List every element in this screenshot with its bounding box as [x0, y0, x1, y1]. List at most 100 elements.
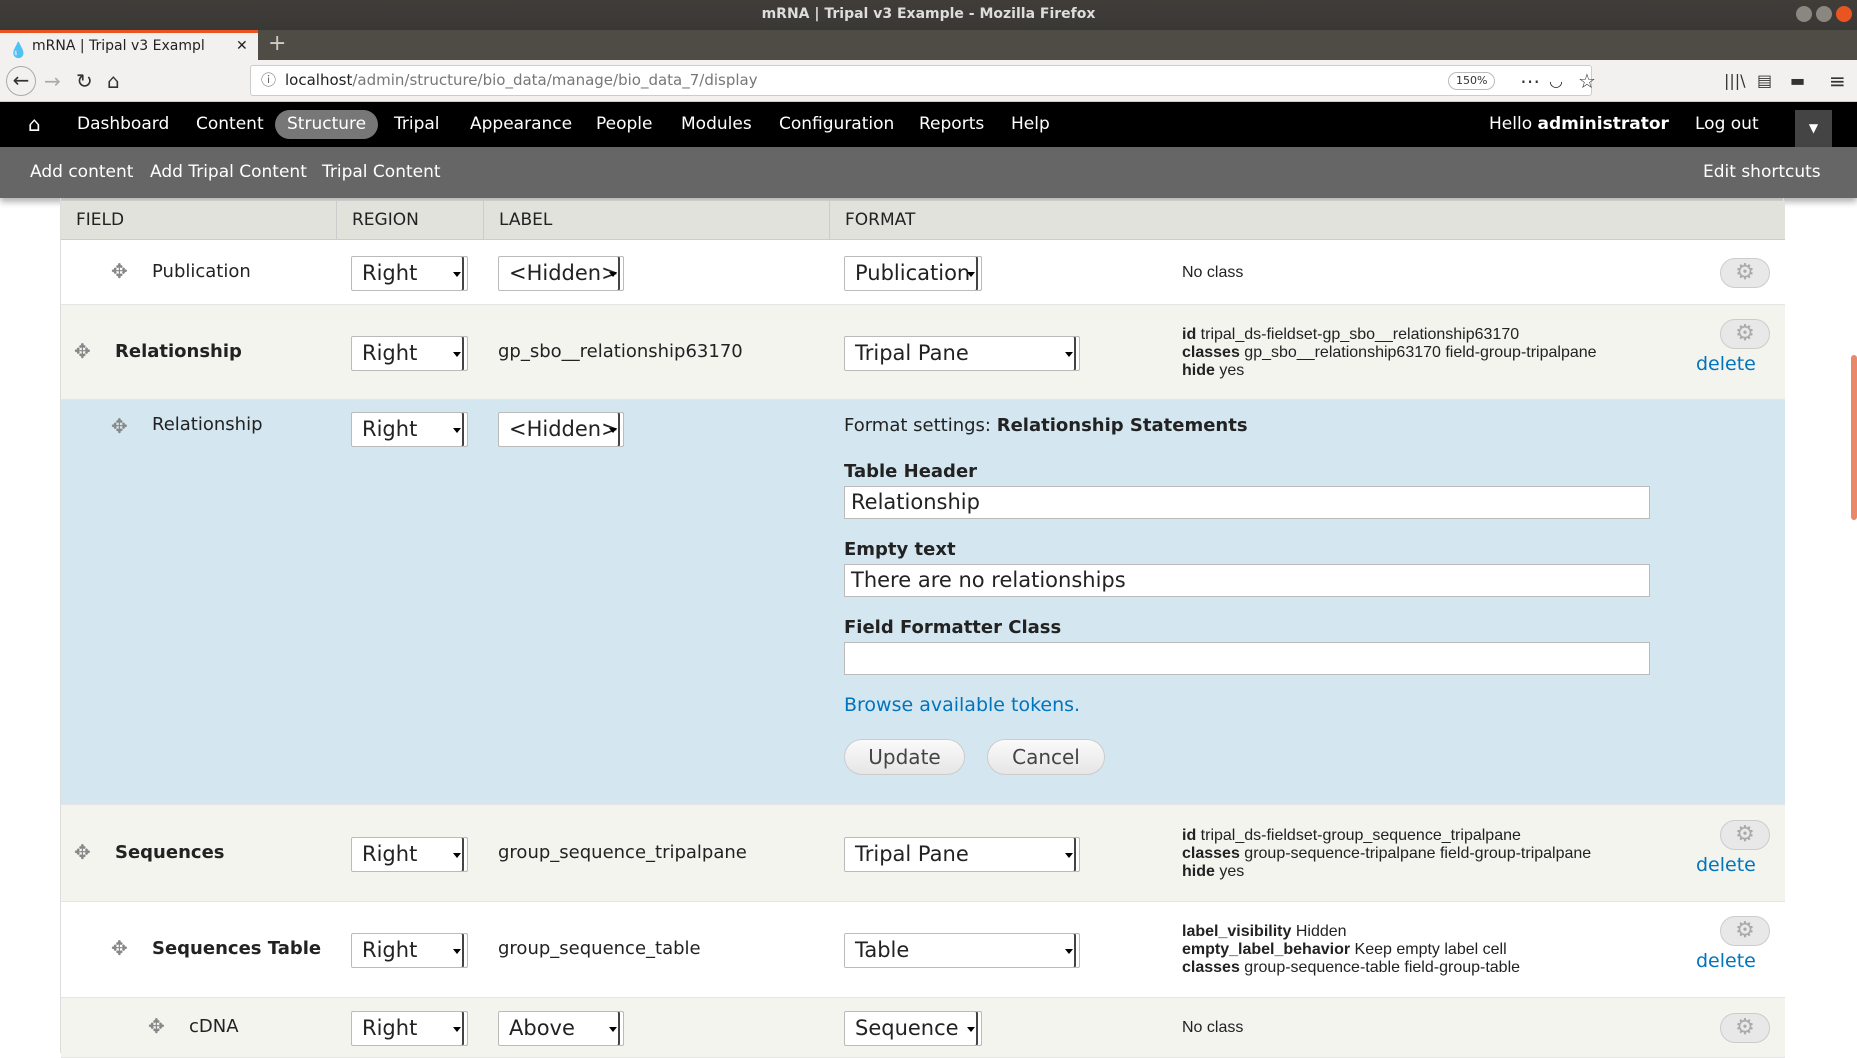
menu-appearance[interactable]: Appearance [470, 114, 573, 134]
label-select[interactable]: Above [498, 1011, 624, 1046]
sidebar-icon[interactable]: ▤ [1757, 71, 1773, 90]
toggle-shortcuts-button[interactable]: ▼ [1795, 110, 1832, 147]
shortcut-add-content[interactable]: Add content [30, 162, 134, 182]
menu-people[interactable]: People [596, 114, 653, 134]
menu-modules[interactable]: Modules [681, 114, 752, 134]
field-name: Relationship [115, 341, 242, 362]
summary-key: classes [1182, 344, 1240, 361]
table-header-input[interactable]: Relationship [844, 486, 1650, 519]
browser-tab[interactable]: 💧 mRNA | Tripal v3 Exampl ✕ [0, 30, 258, 60]
home-button[interactable]: ⌂ [107, 69, 120, 93]
window-titlebar: mRNA | Tripal v3 Example - Mozilla Firef… [0, 0, 1857, 30]
summary-line: No class [1182, 1019, 1243, 1037]
format-summary: No class [1182, 264, 1243, 282]
browse-tokens-link[interactable]: Browse available tokens. [844, 694, 1081, 716]
new-tab-button[interactable]: + [268, 31, 287, 56]
empty-text-input[interactable]: There are no relationships [844, 564, 1650, 597]
update-button[interactable]: Update [844, 739, 965, 775]
format-settings-prefix: Format settings: [844, 415, 991, 436]
format-select[interactable]: Tripal Pane [844, 837, 1080, 872]
format-select[interactable]: Sequence [844, 1011, 982, 1046]
label-select[interactable]: <Hidden> [498, 412, 624, 447]
library-icon[interactable]: |||\ [1724, 71, 1746, 90]
drag-handle-icon[interactable]: ✥ [111, 414, 128, 438]
cancel-button[interactable]: Cancel [987, 739, 1105, 775]
close-tab-icon[interactable]: ✕ [236, 38, 248, 54]
summary-line: id tripal_ds-fieldset-gp_sbo__relationsh… [1182, 326, 1597, 344]
region-select[interactable]: Right [351, 256, 468, 291]
summary-value: yes [1219, 362, 1245, 379]
page-scrollbar[interactable] [1851, 355, 1857, 520]
field-name: Sequences [115, 842, 225, 863]
menu-content[interactable]: Content [196, 114, 264, 134]
summary-line: id tripal_ds-fieldset-group_sequence_tri… [1182, 827, 1591, 845]
summary-line: classes gp_sbo__relationship63170 field-… [1182, 344, 1597, 362]
field-edit-row: ✥ Relationship Right <Hidden> Format set… [61, 400, 1785, 805]
page-actions-icon[interactable]: ⋯ [1520, 69, 1540, 93]
format-summary: label_visibility Hidden empty_label_behav… [1182, 923, 1520, 977]
delete-link[interactable]: delete [1696, 353, 1756, 375]
gear-settings-button[interactable]: ⚙ [1720, 916, 1770, 946]
url-bar[interactable]: ⓘ localhost/admin/structure/bio_data/man… [250, 65, 1592, 96]
region-select[interactable]: Right [351, 933, 468, 968]
format-select[interactable]: Table [844, 933, 1080, 968]
summary-key: id [1182, 827, 1197, 844]
drag-handle-icon[interactable]: ✥ [74, 840, 91, 864]
region-select[interactable]: Right [351, 837, 468, 872]
menu-dashboard[interactable]: Dashboard [77, 114, 170, 134]
bookmark-star-icon[interactable]: ☆ [1578, 69, 1596, 93]
edit-shortcuts-link[interactable]: Edit shortcuts [1703, 162, 1821, 182]
home-icon[interactable]: ⌂ [28, 112, 41, 136]
summary-key: hide [1182, 362, 1215, 379]
drag-handle-icon[interactable]: ✥ [74, 339, 91, 363]
tab-strip [0, 30, 1857, 60]
summary-line: No class [1182, 264, 1243, 282]
header-label: Label [484, 201, 830, 240]
menu-icon[interactable]: ≡ [1829, 69, 1846, 93]
menu-structure[interactable]: Structure [275, 110, 379, 139]
drag-handle-icon[interactable]: ✥ [148, 1014, 165, 1038]
drag-handle-icon[interactable]: ✥ [111, 936, 128, 960]
format-select[interactable]: Publication [844, 256, 982, 291]
extension-icon[interactable]: ▬ [1790, 71, 1806, 90]
table-header-label: Table Header [844, 461, 978, 482]
minimize-button[interactable] [1796, 6, 1812, 22]
zoom-level-button[interactable]: 150% [1448, 72, 1496, 90]
pocket-icon[interactable]: ◡ [1549, 71, 1563, 90]
region-select[interactable]: Right [351, 412, 468, 447]
menu-tripal[interactable]: Tripal [394, 114, 440, 134]
drag-handle-icon[interactable]: ✥ [111, 259, 128, 283]
label-text: group_sequence_tripalpane [498, 842, 747, 863]
region-select[interactable]: Right [351, 1011, 468, 1046]
summary-key: id [1182, 326, 1197, 343]
shortcut-add-tripal-content[interactable]: Add Tripal Content [150, 162, 307, 182]
back-button[interactable]: ← [6, 66, 36, 96]
menu-reports[interactable]: Reports [919, 114, 985, 134]
gear-settings-button[interactable]: ⚙ [1720, 1013, 1770, 1043]
user-greeting: Hello administrator [1489, 102, 1669, 147]
reload-button[interactable]: ↻ [76, 69, 93, 93]
logout-link[interactable]: Log out [1695, 114, 1759, 134]
gear-settings-button[interactable]: ⚙ [1720, 258, 1770, 288]
menu-help[interactable]: Help [1011, 114, 1050, 134]
user-name[interactable]: administrator [1537, 114, 1669, 134]
label-select[interactable]: <Hidden> [498, 256, 624, 291]
delete-link[interactable]: delete [1696, 950, 1756, 972]
format-select[interactable]: Tripal Pane [844, 336, 1080, 371]
header-format: Format [845, 210, 916, 230]
gear-settings-button[interactable]: ⚙ [1720, 319, 1770, 349]
delete-link[interactable]: delete [1696, 854, 1756, 876]
menu-configuration[interactable]: Configuration [779, 114, 895, 134]
label-text: gp_sbo__relationship63170 [498, 341, 743, 362]
formatter-class-input[interactable] [844, 642, 1650, 675]
maximize-button[interactable] [1816, 6, 1832, 22]
shortcut-tripal-content[interactable]: Tripal Content [322, 162, 441, 182]
summary-value: tripal_ds-fieldset-group_sequence_tripal… [1200, 827, 1521, 844]
summary-value: No class [1182, 264, 1244, 281]
info-icon: ⓘ [261, 71, 277, 89]
gear-settings-button[interactable]: ⚙ [1720, 820, 1770, 850]
region-select[interactable]: Right [351, 336, 468, 371]
close-window-button[interactable] [1836, 6, 1852, 22]
window-title: mRNA | Tripal v3 Example - Mozilla Firef… [761, 6, 1096, 22]
forward-button[interactable]: → [44, 69, 61, 93]
